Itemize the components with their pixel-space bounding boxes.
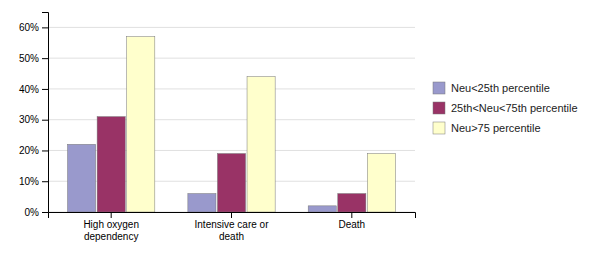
x-axis: High oxygendependency Intensive care orde… [49, 212, 416, 242]
tick: Intensive care ordeath [195, 212, 270, 242]
grid-line [48, 27, 415, 28]
tick-label: 50% [19, 53, 39, 64]
tick-label: High oxygendependency [83, 219, 139, 242]
tick-mark [42, 89, 48, 90]
tick-mark [42, 27, 48, 28]
tick-label: 40% [19, 84, 39, 95]
legend-swatch [433, 122, 445, 134]
tick-mark [351, 212, 352, 218]
tick-label: 30% [19, 114, 39, 125]
legend-item: Neu<25th percentile [433, 82, 550, 94]
axis-line [49, 213, 416, 219]
tick-label: 10% [19, 176, 39, 187]
legend-swatch [433, 102, 445, 114]
tick-mark [231, 212, 232, 218]
legend-item: Neu>75 percentile [433, 122, 541, 134]
bar [127, 37, 155, 212]
tick-mark [42, 150, 48, 151]
tick: Death [338, 212, 365, 230]
tick: 40% [19, 84, 48, 95]
legend: Neu<25th percentile 25th<Neu<75th percent… [433, 82, 578, 134]
legend-label: 25th<Neu<75th percentile [451, 102, 578, 114]
legend-item: 25th<Neu<75th percentile [433, 102, 578, 114]
bar [97, 117, 125, 212]
bar [338, 194, 366, 212]
bars [68, 37, 396, 212]
tick: 60% [19, 22, 48, 33]
chart: 0% 10% 20% 30% 40% 50% 60% High oxygendependenc… [0, 0, 600, 254]
grid [48, 27, 415, 212]
tick: 50% [19, 53, 48, 64]
axis-line [42, 13, 49, 213]
bar [308, 206, 336, 212]
tick: High oxygendependency [83, 212, 139, 242]
legend-swatch [433, 82, 445, 94]
tick-mark [111, 212, 112, 218]
tick-mark [42, 181, 48, 182]
tick-label: Intensive care ordeath [195, 219, 270, 242]
tick-label: 20% [19, 145, 39, 156]
bar [247, 77, 275, 212]
grid-line [48, 58, 415, 59]
tick: 10% [19, 176, 48, 187]
tick: 30% [19, 114, 48, 125]
tick-label: Death [338, 219, 365, 230]
tick-mark [42, 212, 48, 213]
tick-label: 60% [19, 22, 39, 33]
bar [217, 154, 245, 212]
bar [68, 144, 96, 212]
tick-mark [42, 58, 48, 59]
tick: 0% [25, 207, 48, 218]
tick-label: 0% [25, 207, 40, 218]
bar [367, 154, 395, 212]
bar [188, 194, 216, 212]
y-axis: 0% 10% 20% 30% 40% 50% 60% [19, 13, 49, 218]
tick: 20% [19, 145, 48, 156]
legend-label: Neu>75 percentile [451, 122, 541, 134]
grid-line [48, 88, 415, 89]
plot: 0% 10% 20% 30% 40% 50% 60% High oxygendependenc… [19, 13, 416, 242]
legend-label: Neu<25th percentile [451, 82, 550, 94]
tick-mark [42, 120, 48, 121]
